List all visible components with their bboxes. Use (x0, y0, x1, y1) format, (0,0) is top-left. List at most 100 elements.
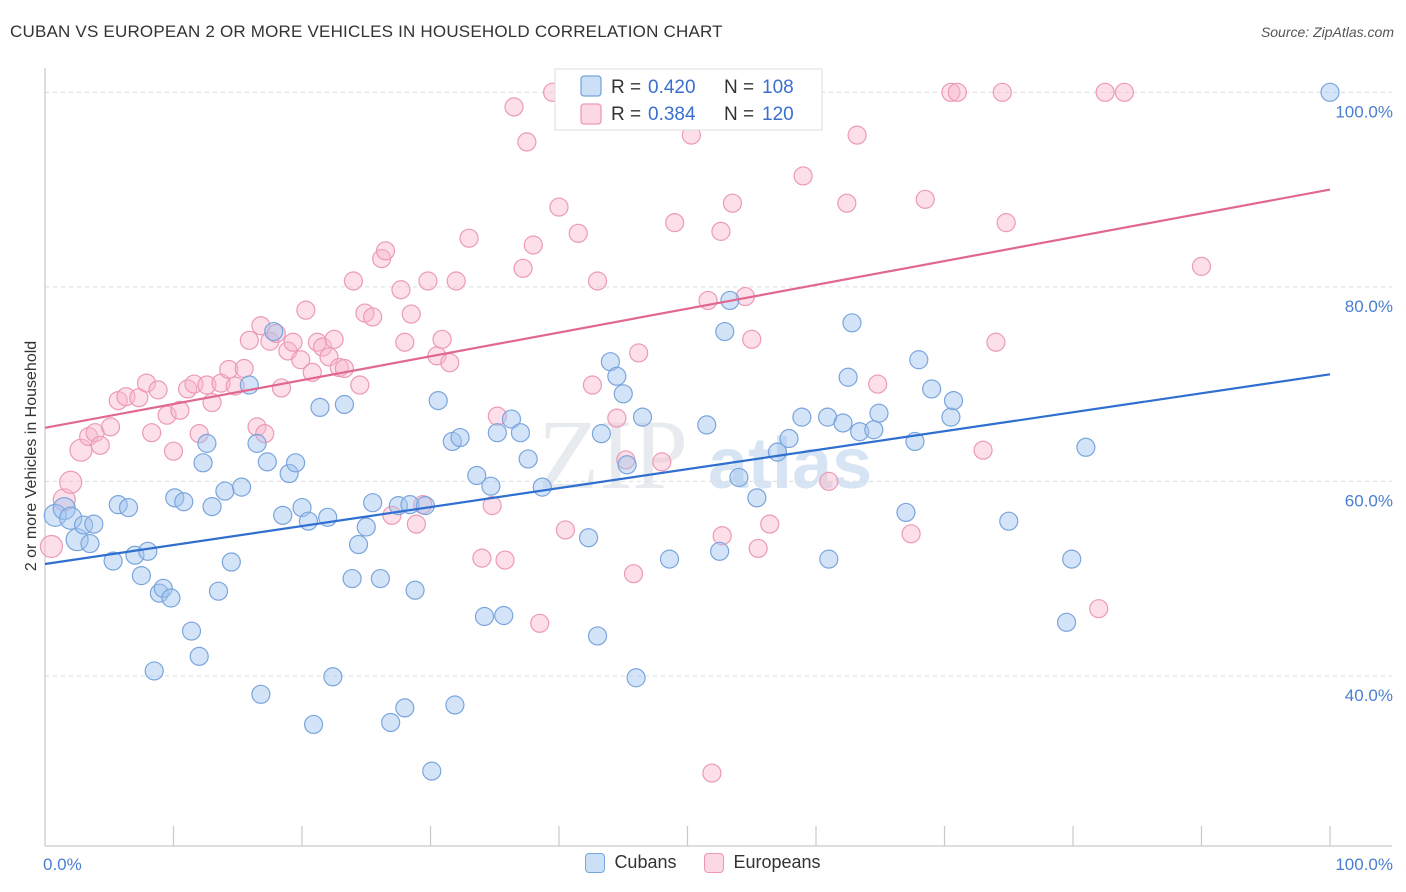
europeans-point (39, 534, 64, 559)
cubans-point (591, 424, 612, 444)
x-axis-tick-labels: 0.0% 100.0% (43, 855, 1393, 874)
cubans-point (193, 453, 213, 473)
cubans-point (632, 407, 653, 427)
cubans-point (303, 714, 324, 735)
europeans-point (1095, 82, 1115, 102)
cubans-point (257, 452, 277, 472)
stats-box: R = 0.420 N = 108 R = 0.384 N = 120 (554, 68, 823, 131)
europeans-point (992, 82, 1012, 102)
europeans-point (260, 331, 280, 351)
europeans-point (901, 524, 921, 544)
europeans-point (495, 550, 515, 570)
europeans-point (446, 271, 466, 291)
europeans-point (847, 125, 867, 145)
cubans-point (838, 367, 858, 387)
x-tick-label: 0.0% (43, 855, 82, 874)
cubans-point (842, 313, 862, 333)
cubans-point (428, 390, 448, 411)
cubans-point (138, 541, 158, 561)
cubans-point (181, 621, 202, 641)
europeans-point (722, 193, 743, 213)
legend-item-cubans[interactable]: Cubans (585, 852, 676, 873)
cubans-point (415, 496, 435, 516)
legend-swatch-europeans (704, 852, 725, 873)
cubans-point (381, 712, 401, 733)
cubans-point (518, 449, 538, 469)
cubans-point (474, 606, 495, 627)
cubans-point (208, 581, 229, 601)
cubans-point (189, 646, 209, 666)
cubans-point (494, 605, 514, 626)
cubans-point (153, 578, 173, 598)
cubans-point (279, 463, 299, 484)
cubans-point (247, 433, 267, 453)
europeans-point (652, 452, 672, 472)
europeans-point (170, 400, 190, 420)
europeans-point (582, 375, 603, 395)
europeans-point (418, 271, 438, 291)
cubans-point (896, 502, 916, 523)
europeans-point (406, 514, 426, 534)
cubans-point (298, 511, 319, 531)
legend-label-europeans: Europeans (733, 852, 821, 872)
cubans-point (792, 407, 812, 427)
stats-r-label-europeans: R = (611, 104, 641, 125)
cubans-point (103, 551, 123, 571)
cubans-point (659, 549, 680, 569)
cubans-point (715, 321, 735, 342)
europeans-point (665, 213, 685, 233)
cubans-point (999, 511, 1019, 531)
cubans-point (174, 492, 194, 512)
europeans-point (819, 471, 839, 491)
cubans-point (422, 761, 442, 781)
europeans-point (607, 408, 627, 428)
cubans-point (1320, 82, 1340, 102)
cubans-point (467, 465, 487, 486)
europeans-point (363, 307, 383, 327)
europeans-point (100, 417, 121, 437)
cubans-point (310, 397, 330, 418)
europeans-point (432, 329, 452, 349)
cubans-point (869, 403, 889, 423)
europeans-point (350, 375, 370, 395)
europeans-point (334, 358, 355, 379)
europeans-point (549, 197, 569, 217)
europeans-point (459, 228, 479, 248)
stats-n-value-europeans: 120 (762, 104, 794, 125)
y-tick-label: 60.0% (1345, 491, 1393, 510)
europeans-point (219, 359, 239, 380)
europeans-point (868, 374, 888, 394)
cubans-point (578, 528, 599, 548)
europeans-point (996, 213, 1016, 233)
europeans-point (760, 514, 780, 534)
europeans-point (517, 132, 537, 152)
cubans-point (747, 488, 767, 508)
cubans-point (334, 394, 355, 415)
cubans-point (613, 384, 633, 404)
europeans-point (629, 343, 649, 363)
europeans-point (623, 564, 644, 584)
cubans-point (80, 533, 100, 554)
legend-item-europeans[interactable]: Europeans (704, 852, 821, 873)
cubans-point (221, 552, 241, 572)
cubans-point (864, 420, 884, 440)
cubans-point (161, 588, 181, 608)
legend: Cubans Europeans (0, 852, 1406, 873)
europeans-point (90, 435, 110, 455)
europeans-point (986, 332, 1006, 352)
stats-n-value-cubans: 108 (762, 77, 794, 98)
cubans-point (395, 698, 415, 718)
europeans-point (59, 470, 83, 494)
europeans-point (487, 406, 507, 426)
europeans-point (1089, 599, 1109, 619)
europeans-point (482, 496, 502, 516)
x-tick-label: 100.0% (1335, 855, 1393, 874)
cubans-point (532, 477, 552, 497)
europeans-point (947, 82, 967, 102)
europeans-point (1114, 82, 1135, 102)
europeans-point (225, 376, 245, 396)
cubans-point (587, 626, 608, 646)
cubans-point (850, 422, 870, 442)
y-tick-label: 80.0% (1345, 297, 1393, 316)
